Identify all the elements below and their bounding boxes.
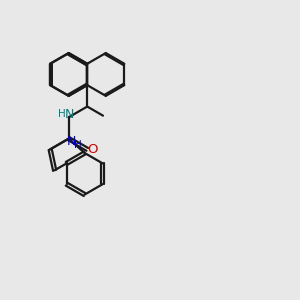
Text: H: H xyxy=(74,140,82,150)
Text: N: N xyxy=(64,108,74,121)
Text: O: O xyxy=(87,142,98,156)
Text: H: H xyxy=(58,109,66,119)
Text: N: N xyxy=(67,134,76,148)
